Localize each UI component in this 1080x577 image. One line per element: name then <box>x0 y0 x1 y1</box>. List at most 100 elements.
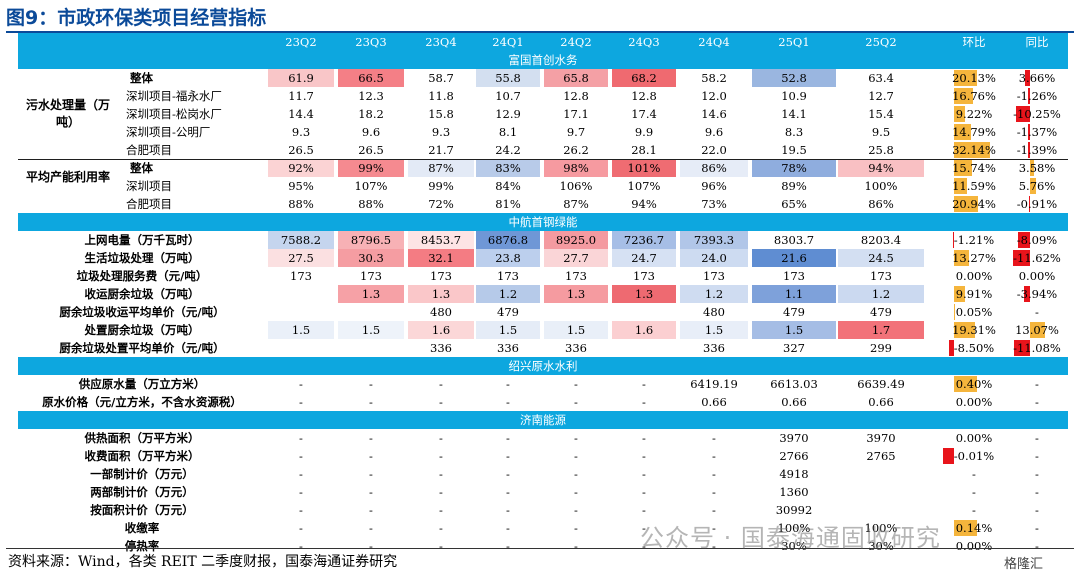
value-cell: 1.5 <box>752 321 836 339</box>
value-cell: 9.7 <box>566 125 586 139</box>
change-value: - <box>1035 305 1039 319</box>
value-cell: 73% <box>701 197 727 211</box>
value-cell: 24.7 <box>612 249 676 267</box>
qoq-cell: 0.05% <box>942 303 1006 321</box>
qoq-cell: 14.79% <box>942 123 1006 141</box>
qoq-cell: 32.14% <box>942 141 1006 159</box>
value-cell: 480 <box>703 305 725 319</box>
change-value: - <box>972 503 976 517</box>
yoy-cell: - <box>1008 537 1066 555</box>
value-cell: 86% <box>868 197 894 211</box>
value-cell: - <box>299 521 303 535</box>
value-cell: 1.5 <box>680 321 748 339</box>
value-cell: 26.5 <box>288 143 314 157</box>
value-cell: 3970 <box>779 431 809 445</box>
table-row: 原水价格（元/立方米，不含水资源税） - - - - - - 0.66 0.66 0.66 0.00… <box>18 393 1068 411</box>
value-cell: 19.5 <box>781 143 807 157</box>
row-label: 深圳项目-松岗水厂 <box>126 107 222 121</box>
yoy-cell: - <box>1008 303 1066 321</box>
qoq-bar <box>954 88 973 104</box>
change-value: -10.25% <box>1013 107 1061 121</box>
value-cell: 27.7 <box>544 249 608 267</box>
table-row: 垃圾处理服务费（元/吨） 173 173 173 173 173 173 173 173 173 0… <box>18 267 1068 285</box>
yoy-bar <box>1024 286 1030 302</box>
value-cell: 0.66 <box>868 395 894 409</box>
value-cell: 30% <box>781 539 807 553</box>
value-cell: - <box>299 467 303 481</box>
value-cell: 72% <box>428 197 454 211</box>
footer-divider <box>6 548 1074 549</box>
value-cell: - <box>642 503 646 517</box>
value-cell: 8.1 <box>498 125 518 139</box>
value-cell: 30.3 <box>338 249 404 267</box>
value-cell: 173 <box>565 269 587 283</box>
value-cell: - <box>642 539 646 553</box>
change-value: - <box>1035 449 1039 463</box>
value-cell: 58.7 <box>408 69 474 87</box>
value-cell: 9.5 <box>871 125 891 139</box>
value-cell: 30% <box>868 539 894 553</box>
yoy-cell: - <box>1008 375 1066 393</box>
value-cell: 8453.7 <box>408 231 474 249</box>
row-label: 收运厨余垃圾（万吨） <box>84 287 200 301</box>
change-value: 15.74% <box>952 161 996 175</box>
value-cell: 8203.4 <box>838 231 924 249</box>
change-value: 19.31% <box>952 323 996 337</box>
change-value: 16.76% <box>952 89 996 103</box>
value-cell: - <box>574 503 578 517</box>
value-cell <box>338 303 404 321</box>
yoy-bar <box>1013 250 1030 266</box>
change-value: - <box>1035 521 1039 535</box>
value-cell <box>612 339 676 357</box>
value-cell: 99% <box>338 159 404 177</box>
value-cell: 95% <box>288 179 314 193</box>
value-cell: 55.8 <box>476 69 540 87</box>
qoq-bar <box>954 520 977 536</box>
yoy-bar <box>1015 106 1030 122</box>
change-value: 3.58% <box>1018 161 1056 175</box>
value-cell: 96% <box>701 179 727 193</box>
row-group-label: 污水处理量（万吨） <box>25 98 110 129</box>
column-header-row: 23Q2 23Q3 23Q4 24Q1 24Q2 24Q3 24Q4 25Q1 25Q2 环比 同比 <box>18 33 1068 51</box>
qoq-cell: -8.50% <box>942 339 1006 357</box>
value-cell: - <box>439 503 443 517</box>
value-cell: 106% <box>559 179 593 193</box>
value-cell <box>838 501 924 519</box>
value-cell: 1.2 <box>680 285 748 303</box>
value-cell: 66.5 <box>338 69 404 87</box>
value-cell: 28.1 <box>631 143 657 157</box>
change-value: -3.94% <box>1016 287 1058 301</box>
value-cell: - <box>299 395 303 409</box>
value-cell: 81% <box>495 197 521 211</box>
value-cell: 22.0 <box>701 143 727 157</box>
value-cell: 3970 <box>866 431 896 445</box>
yoy-bar <box>1030 160 1035 176</box>
value-cell: - <box>574 449 578 463</box>
yoy-cell: - <box>1008 465 1066 483</box>
value-cell: 63.4 <box>838 69 924 87</box>
table-row: 厨余垃圾处置平均单价（元/吨） 336 336 336 336 327 299 -8.50% -… <box>18 339 1068 357</box>
value-cell: 6613.03 <box>770 377 818 391</box>
value-cell <box>612 303 676 321</box>
qoq-bar <box>954 160 972 176</box>
table-row: 合肥项目 88% 88% 72% 81% 87% 94% 73% 65% 86% 20.94% -0.… <box>18 195 1068 213</box>
value-cell: 1.6 <box>612 321 676 339</box>
value-cell <box>544 303 608 321</box>
qoq-bar <box>954 178 967 194</box>
yoy-cell: -11.62% <box>1008 249 1066 267</box>
column-header: 24Q1 <box>492 35 524 49</box>
table-row: 供应原水量（万立方米） - - - - - - 6419.19 6613.03 6639.49 0.… <box>18 375 1068 393</box>
value-cell: 17.1 <box>563 107 589 121</box>
value-cell: 1.3 <box>338 285 404 303</box>
value-cell: - <box>642 377 646 391</box>
value-cell: 173 <box>430 269 452 283</box>
qoq-cell: 13.27% <box>942 249 1006 267</box>
value-cell: - <box>299 449 303 463</box>
value-cell: - <box>369 503 373 517</box>
change-value: - <box>1035 395 1039 409</box>
value-cell: 101% <box>612 159 676 177</box>
qoq-bar <box>954 322 975 338</box>
value-cell: 14.6 <box>701 107 727 121</box>
change-value: 11.59% <box>952 179 996 193</box>
yoy-bar <box>1024 70 1030 86</box>
